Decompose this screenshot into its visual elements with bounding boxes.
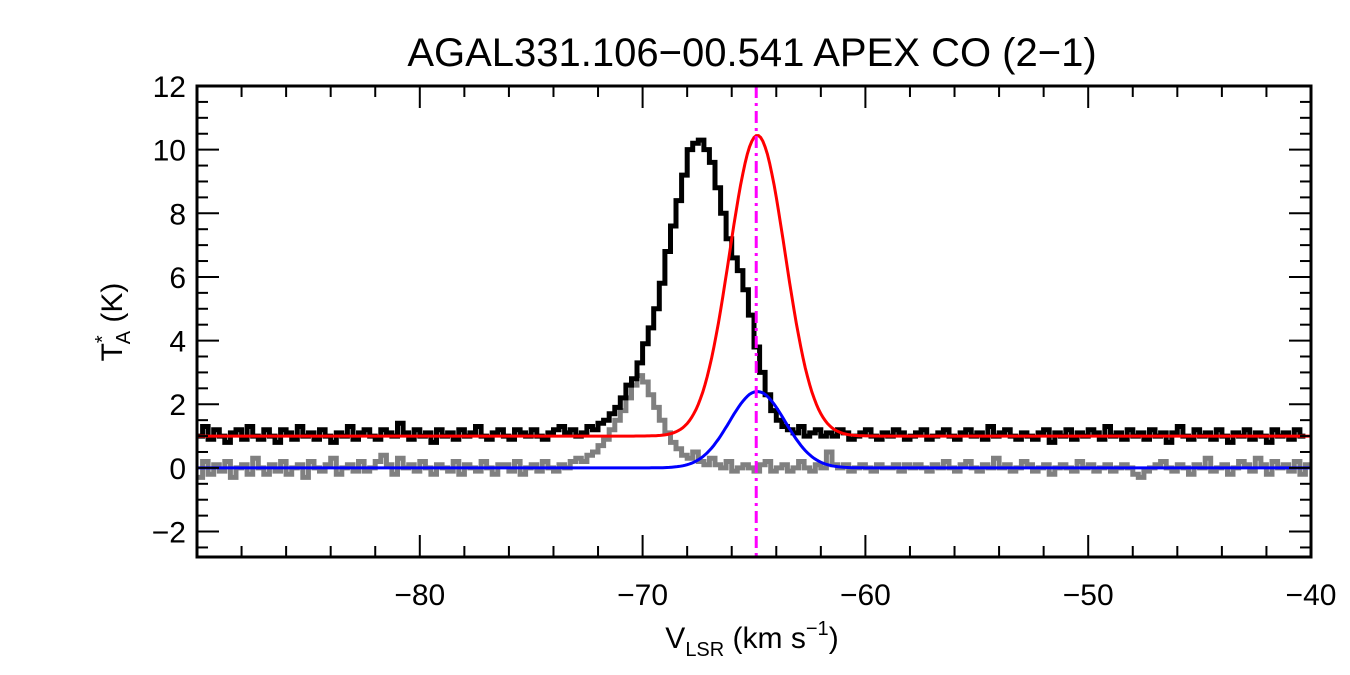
x-tick-label: −70: [617, 579, 668, 612]
y-axis-label-sub: A: [113, 330, 135, 344]
y-tick-label: 0: [169, 453, 186, 486]
y-tick-label: 8: [169, 198, 186, 231]
gaussian-fit-2: [197, 134, 1311, 438]
y-axis-label: T*A (K): [92, 283, 135, 362]
y-axis-label-units: (K): [96, 283, 129, 331]
x-tick-labels: −80 −70 −60 −50 −40: [394, 579, 1336, 612]
x-tick-label: −40: [1286, 579, 1337, 612]
y-tick-label: 4: [169, 326, 186, 359]
x-axis-label-end: ): [829, 622, 839, 655]
gaussian-fit-3: [197, 390, 1311, 470]
x-axis-label-sup: −1: [806, 618, 829, 640]
chart-title: AGAL331.106−00.541 APEX CO (2−1): [407, 31, 1096, 75]
x-axis-label-main: V: [665, 622, 685, 655]
plot-frame: [195, 84, 1313, 559]
y-axis-label-main: T: [96, 343, 129, 361]
axis-ticks: [196, 85, 1312, 557]
plot-area: [197, 86, 1311, 557]
y-tick-label: 12: [153, 71, 186, 104]
y-axis-label-sup: *: [92, 335, 114, 343]
x-axis-label-sub: LSR: [685, 639, 724, 661]
spectrum-series-1: [197, 137, 1306, 445]
y-tick-label: 2: [169, 389, 186, 422]
y-tick-labels: −2 0 2 4 6 8 10 12: [152, 71, 186, 550]
y-tick-label: 10: [153, 135, 186, 168]
x-tick-label: −50: [1063, 579, 1114, 612]
y-tick-label: −2: [152, 517, 186, 550]
y-tick-label: 6: [169, 262, 186, 295]
x-tick-label: −60: [840, 579, 891, 612]
x-axis-label: VLSR (km s−1): [665, 618, 838, 661]
spectrum-series-0: [197, 373, 1311, 480]
x-tick-label: −80: [394, 579, 445, 612]
x-axis-label-units: (km s: [724, 622, 806, 655]
